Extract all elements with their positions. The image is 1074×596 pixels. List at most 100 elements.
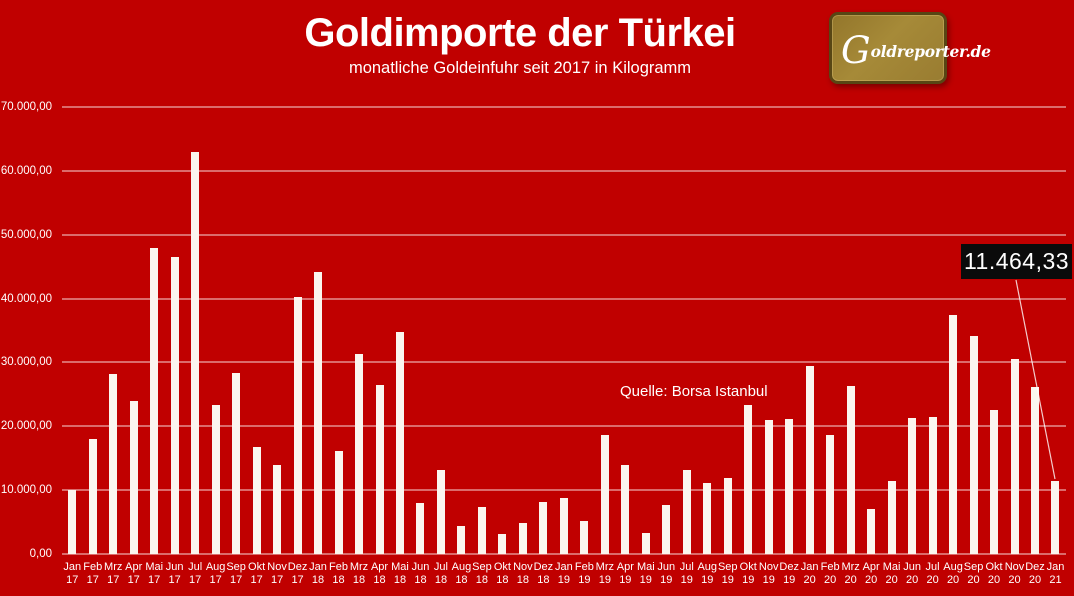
bar-slot-Mai-19: [636, 107, 656, 554]
bar-Jan-17: [68, 490, 77, 554]
bar-Feb-17: [88, 439, 97, 554]
y-tick-label-20000: 20.000,00: [0, 420, 52, 433]
x-axis: Jan 17 Feb 17 Mrz 17 Apr 17 Mai 17 Jun 17 Jul 17 Aug 17…: [62, 561, 1066, 587]
annotation-label: 11.464,33: [961, 244, 1072, 279]
bar-slot-Feb-17: [82, 107, 102, 554]
bar-slot-Jan-20: [799, 107, 819, 554]
bar-Mai-18: [395, 331, 404, 554]
bar-slot-Mrz-20: [840, 107, 860, 554]
bar-Mai-19: [641, 532, 650, 554]
bar-Aug-18: [457, 525, 466, 554]
bar-slot-Nov-17: [267, 107, 287, 554]
bar-slot-Sep-17: [226, 107, 246, 554]
x-tick-Dez-17: Dez 17: [287, 561, 308, 586]
chart-header: Goldimporte der Türkei monatliche Goldei…: [0, 10, 1040, 78]
bar-slot-Sep-20: [963, 107, 983, 554]
x-tick-Sep-20: Sep 20: [963, 561, 984, 586]
bar-Nov-19: [764, 419, 773, 554]
bar-slot-Sep-19: [718, 107, 738, 554]
bar-Sep-17: [232, 373, 241, 554]
x-tick-Apr-19: Apr 19: [616, 561, 634, 586]
x-tick-Jan-21: Jan 21: [1046, 561, 1065, 586]
bar-Mai-20: [887, 480, 896, 554]
x-tick-Jan-18: Jan 18: [309, 561, 327, 586]
x-tick-Jun-19: Jun 19: [657, 561, 676, 586]
x-tick-Mai-19: Mai 19: [636, 561, 655, 586]
bar-Dez-20: [1031, 387, 1039, 554]
x-tick-Feb-17: Feb 17: [83, 561, 103, 586]
bar-slot-Aug-17: [205, 107, 225, 554]
gridline-10000: [62, 489, 1066, 491]
bar-Apr-19: [621, 464, 630, 554]
x-tick-Jan-20: Jan 20: [800, 561, 819, 586]
bar-Jan-19: [559, 498, 568, 554]
gridline-20000: [62, 425, 1066, 427]
bar-slot-Mrz-19: [595, 107, 615, 554]
x-tick-Aug-17: Aug 17: [205, 561, 226, 586]
bar-slot-Mai-18: [390, 107, 410, 554]
x-tick-Apr-18: Apr 18: [370, 561, 389, 586]
bar-Feb-20: [826, 435, 835, 554]
bar-slot-Apr-20: [861, 107, 881, 554]
bar-slot-Okt-17: [246, 107, 266, 554]
x-tick-Apr-20: Apr 20: [862, 561, 880, 586]
bar-Jun-20: [908, 417, 917, 554]
x-tick-Mai-17: Mai 17: [145, 561, 164, 586]
bar-Apr-17: [129, 401, 138, 554]
bar-Apr-20: [867, 508, 876, 554]
bar-slot-Jan-18: [308, 107, 328, 554]
bar-Mrz-19: [600, 435, 609, 554]
x-tick-Jun-18: Jun 18: [411, 561, 430, 586]
bar-Jul-19: [682, 469, 691, 554]
bar-Dez-18: [539, 501, 548, 554]
gridline-40000: [62, 298, 1066, 300]
bar-Mai-17: [150, 248, 159, 554]
y-tick-label-70000: 70.000,00: [0, 101, 52, 113]
bar-slot-Feb-20: [820, 107, 840, 554]
x-tick-Feb-19: Feb 19: [574, 561, 594, 586]
bar-slot-Okt-18: [492, 107, 512, 554]
x-tick-Nov-17: Nov 17: [267, 561, 287, 586]
bar-slot-Apr-17: [123, 107, 143, 554]
x-tick-Jan-17: Jan 17: [63, 561, 82, 586]
bar-slot-Dez-19: [779, 107, 799, 554]
bar-slot-Jun-17: [164, 107, 184, 554]
bar-Jan-18: [314, 271, 323, 554]
bar-slot-Aug-20: [943, 107, 963, 554]
bar-slot-Aug-18: [451, 107, 471, 554]
bar-slot-Dez-20: [1025, 107, 1045, 554]
bar-slot-Mrz-17: [103, 107, 123, 554]
gridline-60000: [62, 170, 1066, 172]
x-tick-Mrz-19: Mrz 19: [595, 561, 614, 586]
bar-slot-Mai-20: [881, 107, 901, 554]
bar-Nov-17: [273, 464, 282, 554]
x-tick-Nov-19: Nov 19: [758, 561, 779, 586]
bar-Jul-20: [928, 416, 937, 554]
gridline-0: [62, 553, 1066, 555]
y-tick-label-60000: 60.000,00: [0, 164, 52, 177]
bar-slot-Nov-18: [513, 107, 533, 554]
bar-Dez-17: [293, 297, 302, 554]
bar-slot-Feb-18: [328, 107, 348, 554]
bar-Feb-18: [334, 450, 343, 554]
x-tick-Aug-19: Aug 19: [697, 561, 718, 586]
y-axis: 0,00 10.000,00 20.000,00 30.000,00 40.000,00…: [0, 101, 52, 560]
bar-slot-Dez-17: [287, 107, 307, 554]
logo-initial: G: [841, 28, 871, 72]
x-tick-Dez-19: Dez 19: [779, 561, 799, 586]
x-tick-Aug-18: Aug 18: [451, 561, 472, 586]
gridline-70000: [62, 106, 1066, 108]
x-tick-Okt-19: Okt 19: [739, 561, 757, 586]
bar-slot-Dez-18: [533, 107, 553, 554]
bar-slot-Apr-18: [369, 107, 389, 554]
y-tick-label-0: 0,00: [29, 548, 52, 560]
logo-text: oldreporter.de: [870, 41, 991, 61]
bars: [62, 107, 1066, 554]
y-tick-label-30000: 30.000,00: [0, 356, 52, 369]
x-tick-Okt-17: Okt 17: [248, 561, 266, 586]
bar-Jan-20: [805, 365, 814, 554]
bar-slot-Jan-21: [1045, 107, 1065, 554]
chart-title: Goldimporte der Türkei: [304, 11, 736, 55]
bar-Okt-17: [252, 446, 261, 554]
bar-Nov-20: [1010, 358, 1019, 554]
